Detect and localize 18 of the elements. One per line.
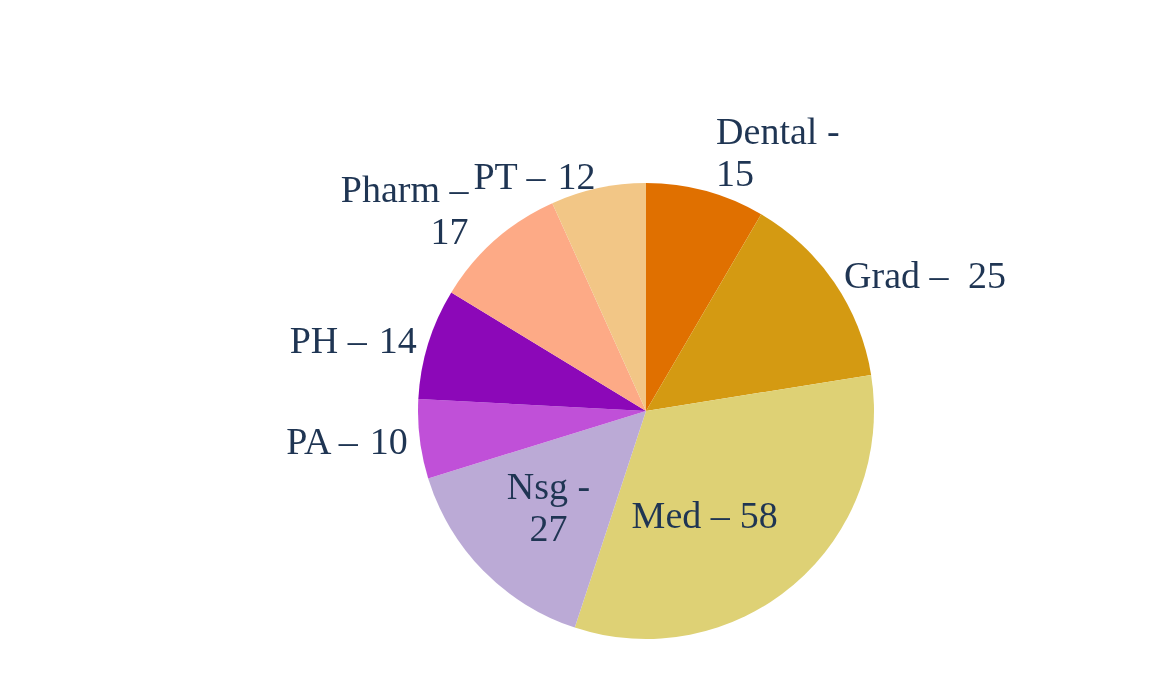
data-label: 12	[557, 155, 596, 198]
data-label: 25	[968, 254, 1007, 297]
data-label: 27	[529, 506, 568, 549]
data-label: 15	[716, 152, 755, 195]
slice-label: Med –	[631, 494, 731, 537]
pie-slice	[574, 374, 874, 639]
data-label: 14	[378, 319, 417, 362]
slice-label: Pharm –	[340, 168, 470, 211]
slice-label: PA –	[286, 419, 359, 462]
data-label: 10	[369, 419, 408, 462]
slice-label: PT –	[473, 155, 547, 198]
data-label: 17	[430, 210, 469, 253]
data-label: 58	[739, 494, 778, 537]
slice-label: Nsg -	[506, 464, 591, 507]
slice-label: Grad –	[844, 254, 950, 297]
slice-label: PH –	[289, 319, 368, 362]
pie-slice	[418, 292, 646, 411]
slice-label: Dental -	[716, 110, 840, 153]
